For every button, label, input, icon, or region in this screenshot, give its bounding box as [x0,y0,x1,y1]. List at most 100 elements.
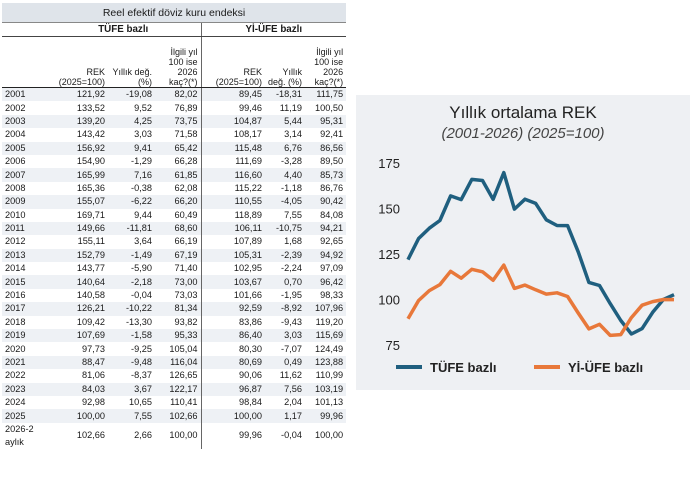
cell-y_rek: 80,69 [201,355,265,370]
cell-y_rek: 104,87 [201,114,265,129]
cell-y_rek: 92,59 [201,302,265,316]
cell-t_deg: 7,16 [108,168,155,182]
table-row: 2015 140,64 -2,18 73,00 103,67 0,70 96,42 [2,275,347,289]
cell-y_rek: 83,86 [239,316,262,327]
cell-year: 2010 [5,209,26,220]
cell-year: 2007 [2,168,46,182]
col-header-yiufe-yillik: Yıllık değ. (%) [265,36,305,88]
cell-t_deg: 3,64 [134,236,152,247]
cell-y_kac: 86,76 [320,182,344,193]
table-row: 2018 109,42 -13,30 93,82 83,86 -9,43 119,20 [2,315,346,330]
cell-t_kac: 76,89 [155,101,202,115]
cell-y_kac: 85,73 [305,168,347,182]
cell-y_rek: 105,31 [201,248,265,263]
cell-t_deg: -0,38 [131,182,152,193]
cell-y_kac: 94,92 [305,248,347,263]
table-title: Reel efektif döviz kuru endeksi [2,3,347,23]
cell-year: 2021 [2,355,46,370]
cell-t_deg: -2,18 [108,275,155,289]
cell-t_rek: 100,00 [46,409,108,423]
cell-t_kac: 66,19 [155,235,202,249]
cell-t_rek: 155,07 [46,195,108,209]
cell-year: 2023 [2,382,46,396]
cell-t_rek: 143,42 [76,129,105,140]
cell-t_rek: 102,66 [76,430,105,441]
table-row: 2005 156,92 9,41 65,42 115,48 6,76 86,56 [2,141,347,155]
cell-y_rek: 90,06 [239,370,262,381]
cell-t_kac: 122,17 [155,382,202,396]
cell-y_rek: 103,67 [201,275,265,289]
cell-y_kac: 111,75 [305,87,347,102]
table-row: 2017 126,21 -10,22 81,34 92,59 -8,92 107,96 [2,302,347,316]
cell-y_kac: 86,56 [305,141,347,155]
cell-t_rek: 109,42 [76,316,105,327]
cell-y_rek: 110,55 [201,195,265,209]
cell-y_kac: 100,50 [314,102,344,113]
y-tick-label: 150 [378,202,400,217]
cell-y_rek: 102,95 [233,263,262,274]
cell-t_kac: 66,28 [155,154,202,169]
cell-t_rek: 143,77 [76,263,105,274]
cell-t_deg: -0,04 [131,290,152,301]
cell-y_kac: 96,42 [305,275,347,289]
rek-table: Reel efektif döviz kuru endeksi TÜFE baz… [2,3,347,449]
cell-year: 2005 [2,141,46,155]
cell-t_rek: 139,20 [46,114,108,129]
table-row: 2009 155,07 -6,22 66,20 110,55 -4,05 90,42 [2,195,347,209]
cell-y_deg: 4,40 [265,168,305,182]
cell-y_deg: -0,04 [281,430,302,441]
cell-t_kac: 116,04 [155,355,202,370]
cell-t_kac: 61,85 [155,168,202,182]
cell-y_deg: -3,28 [281,156,302,167]
cell-y_deg: -10,75 [265,221,305,236]
cell-t_deg: -1,58 [108,329,155,343]
cell-year: 2001 [2,87,46,102]
group-yiufe-header: Yİ-ÜFE bazlı [201,22,347,37]
cell-year: 2014 [5,263,26,274]
cell-t_deg: 7,55 [108,409,155,423]
table-row: 2020 97,73 -9,25 105,04 80,30 -7,07 124,49 [2,342,346,356]
cell-y_deg: -4,05 [265,195,305,209]
cell-t_rek: 149,66 [46,221,108,236]
cell-y_kac: 110,99 [315,370,344,381]
table-row: 2007 165,99 7,16 61,85 116,60 4,40 85,73 [2,168,347,182]
cell-y_kac: 107,96 [305,302,347,316]
cell-t_deg: 3,03 [134,129,152,140]
cell-y_rek: 101,66 [233,290,262,301]
cell-year: 2008 [5,182,26,193]
cell-t_deg: 9,52 [134,102,152,113]
series-line-tufe [406,170,675,336]
cell-t_rek: 165,99 [46,168,108,182]
cell-y_rek: 106,11 [201,221,265,236]
cell-y_deg: 1,68 [284,236,302,247]
table-row: 2012 155,11 3,64 66,19 107,89 1,68 92,65 [2,235,346,249]
cell-t_deg: -6,22 [108,195,155,209]
cell-t_deg: -8,37 [131,370,152,381]
cell-y_deg: 1,17 [265,409,305,423]
cell-t_deg: 10,65 [129,397,152,408]
cell-y_kac: 98,33 [320,290,344,301]
cell-year: 2024 [5,397,26,408]
cell-y_kac: 100,00 [314,430,344,441]
cell-year: 2016 [5,290,26,301]
cell-year: 2019 [2,329,46,343]
cell-y_rek: 108,17 [233,129,262,140]
cell-y_kac: 99,96 [305,409,347,423]
cell-y_rek: 115,48 [201,141,265,155]
cell-y_deg: 0,70 [265,275,305,289]
cell-t_rek: 156,92 [46,141,108,155]
cell-t_rek: 92,98 [82,397,105,408]
cell-y_deg: 6,76 [265,141,305,155]
legend-label: Yİ-ÜFE bazlı [568,360,643,375]
cell-y_rek: 96,87 [201,382,265,396]
cell-y_kac: 119,20 [315,316,344,327]
cell-t_kac: 105,04 [155,342,202,356]
cell-t_kac: 110,41 [155,395,202,410]
cell-year: 2026-2 aylık [5,423,34,447]
y-tick-label: 175 [378,156,400,171]
cell-y_kac: 84,08 [320,209,344,220]
cell-t_deg: -5,90 [131,263,152,274]
cell-y_rek: 86,40 [201,329,265,343]
cell-y_deg: -2,24 [281,263,302,274]
cell-y_deg: 3,14 [284,129,302,140]
